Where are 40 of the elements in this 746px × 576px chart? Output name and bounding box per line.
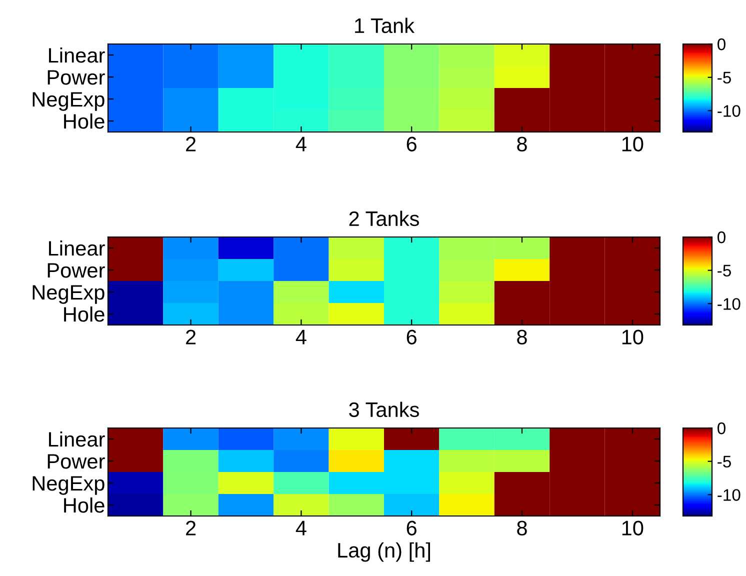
x-tick-label: 2 <box>186 136 196 152</box>
color-bar-label: -5 <box>718 264 731 277</box>
y-tick-label: NegExp <box>32 92 104 111</box>
x-tick-label: 8 <box>517 330 527 344</box>
x-tick-label: 4 <box>296 520 306 536</box>
y-tick-label: NegExp <box>32 476 104 495</box>
y-tick-label: Hole <box>64 306 104 322</box>
x-tick-label: 6 <box>406 330 416 344</box>
color-bar-label: -10 <box>718 489 740 501</box>
y-tick-label: Linear <box>49 47 105 63</box>
y-tick-label: Hole <box>64 113 104 129</box>
x-tick-label: 8 <box>517 520 527 536</box>
x-tick-label: 8 <box>517 136 527 152</box>
color-bar-label: 0 <box>718 231 726 244</box>
y-tick-label: Hole <box>64 497 104 513</box>
color-bar-label: -10 <box>718 105 740 117</box>
x-tick-label: 6 <box>406 520 416 536</box>
color-bar-label: -5 <box>718 456 731 468</box>
color-bar-label: -5 <box>718 72 731 84</box>
x-tick-label: 10 <box>622 136 644 152</box>
y-tick-label: Power <box>48 263 105 278</box>
x-tick-label: 4 <box>296 330 306 344</box>
x-tick-label: 2 <box>186 520 196 536</box>
y-tick-label: Linear <box>49 240 105 256</box>
color-bar-label: -10 <box>718 298 740 310</box>
x-tick-label: 2 <box>186 330 196 344</box>
x-tick-label: 4 <box>296 136 306 152</box>
y-tick-label: Power <box>48 70 105 85</box>
color-bar-label: 0 <box>718 422 726 434</box>
x-tick-label: 10 <box>622 520 644 536</box>
x-tick-label: 10 <box>622 330 644 344</box>
chart-title: 3 Tanks <box>349 402 419 418</box>
chart-title: 2 Tanks <box>349 210 419 226</box>
y-tick-label: NegExp <box>32 285 104 304</box>
y-tick-label: Linear <box>49 431 105 447</box>
y-tick-label: Power <box>48 454 105 469</box>
x-tick-label: 6 <box>406 136 416 152</box>
color-bar-label: 0 <box>718 38 726 50</box>
x-axis-title: Lag (n) [h] <box>338 542 430 562</box>
chart-title: 1 Tank <box>355 18 415 34</box>
